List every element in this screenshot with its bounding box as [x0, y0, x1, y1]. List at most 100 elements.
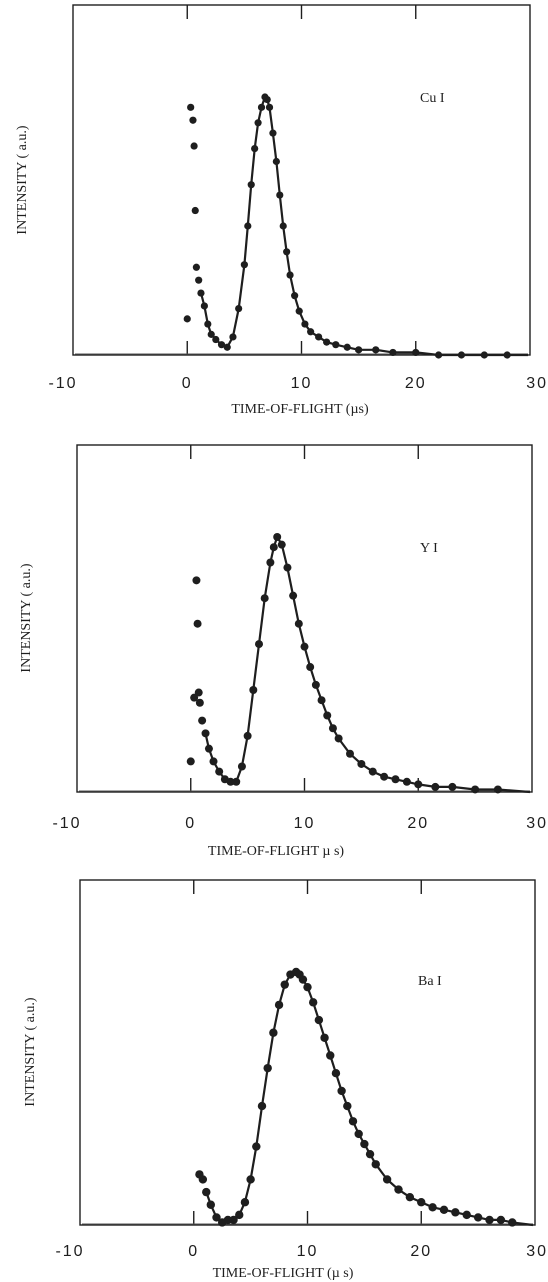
data-point	[289, 591, 298, 600]
data-point	[244, 222, 252, 230]
data-point	[235, 304, 243, 313]
x-tick-label: -10	[52, 815, 81, 832]
x-tick-label: 20	[410, 1243, 432, 1260]
fit-line	[205, 970, 534, 1227]
data-point	[279, 222, 287, 230]
panel-label: Y I	[420, 541, 438, 556]
data-point	[394, 1185, 403, 1194]
plot-frame	[76, 444, 533, 793]
data-point	[348, 1117, 358, 1126]
data-point	[508, 1218, 517, 1227]
y-axis-title: INTENSITY ( a.u.)	[15, 125, 30, 234]
data-point	[272, 157, 280, 166]
data-point	[207, 330, 215, 338]
data-point	[334, 734, 343, 743]
panel-label: Ba I	[418, 974, 442, 989]
data-point	[368, 767, 377, 776]
data-point	[323, 711, 332, 720]
x-tick-label: 10	[291, 375, 313, 392]
data-point	[306, 663, 315, 672]
data-point	[237, 762, 246, 771]
data-point	[240, 261, 248, 269]
chart-panel-3: -10 0 10 20 30 TIME-OF-FLIGHT (µ s) INTENSITY …	[23, 879, 548, 1281]
data-point	[266, 558, 275, 567]
x-tick-label: 10	[297, 1243, 319, 1260]
data-point	[204, 744, 213, 753]
data-point	[315, 333, 323, 341]
data-point	[277, 540, 286, 549]
data-point	[201, 729, 210, 738]
data-point	[192, 263, 200, 271]
data-point	[204, 320, 212, 328]
data-point	[300, 642, 309, 651]
x-tick-label: -10	[55, 1243, 84, 1260]
data-point	[193, 619, 202, 628]
data-point	[251, 145, 259, 153]
plot-frame	[72, 4, 531, 356]
data-point	[372, 346, 380, 354]
data-point	[190, 142, 198, 150]
data-point	[480, 351, 488, 359]
data-point	[195, 698, 204, 707]
data-point	[308, 998, 318, 1007]
data-point	[314, 1015, 324, 1025]
data-point	[190, 693, 199, 702]
data-point	[209, 757, 218, 766]
data-point	[439, 1205, 449, 1215]
data-point	[307, 328, 315, 336]
data-point	[249, 686, 258, 694]
data-point	[357, 759, 366, 768]
data-point	[414, 780, 423, 789]
data-point	[485, 1215, 494, 1225]
data-point	[269, 1028, 278, 1037]
data-point	[215, 767, 224, 776]
data-point	[332, 341, 340, 349]
data-point	[496, 1215, 506, 1225]
data-point	[354, 1129, 363, 1139]
x-tick-label: 10	[294, 815, 316, 832]
data-point	[274, 1000, 284, 1010]
x-tick-label: -10	[48, 375, 77, 392]
data-point	[192, 576, 201, 585]
data-point	[457, 351, 466, 359]
panel-label: Cu I	[420, 91, 445, 106]
y-axis-title: INTENSITY ( a.u.)	[23, 997, 38, 1106]
data-point	[343, 1101, 352, 1111]
data-point	[212, 335, 220, 344]
data-point	[226, 777, 235, 786]
data-point	[417, 1198, 426, 1207]
data-point	[346, 749, 354, 758]
x-axis-title: TIME-OF-FLIGHT µ s)	[208, 844, 344, 859]
data-point	[380, 772, 389, 781]
data-point	[247, 181, 255, 189]
x-axis-title: TIME-OF-FLIGHT (µs)	[231, 402, 369, 417]
data-point	[326, 1051, 335, 1060]
data-point	[197, 289, 205, 297]
data-point	[243, 731, 252, 740]
chart-panel-1: -10 0 10 20 30 TIME-OF-FLIGHT (µs) INTENSITY (…	[15, 4, 546, 417]
fit-line	[204, 535, 531, 794]
data-point	[263, 95, 271, 104]
data-point	[283, 248, 291, 256]
data-point	[428, 1203, 437, 1212]
data-point	[402, 777, 411, 786]
data-point	[194, 688, 203, 697]
data-point	[195, 276, 203, 284]
x-tick-label: 20	[405, 375, 427, 392]
data-point	[294, 619, 303, 628]
x-tick-label: 30	[526, 1243, 548, 1260]
data-point	[371, 1160, 380, 1169]
data-point	[365, 1149, 375, 1159]
data-point	[260, 594, 269, 603]
data-point	[471, 785, 480, 794]
data-point	[473, 1213, 483, 1222]
data-point	[298, 975, 308, 984]
x-tick-label: 0	[188, 1243, 199, 1260]
data-point	[276, 191, 284, 199]
data-point	[257, 103, 266, 111]
data-point	[273, 533, 282, 541]
data-point	[200, 302, 208, 310]
data-point	[232, 777, 241, 786]
x-tick-label: 0	[182, 375, 193, 392]
y-axis-title: INTENSITY ( a.u.)	[19, 563, 34, 672]
